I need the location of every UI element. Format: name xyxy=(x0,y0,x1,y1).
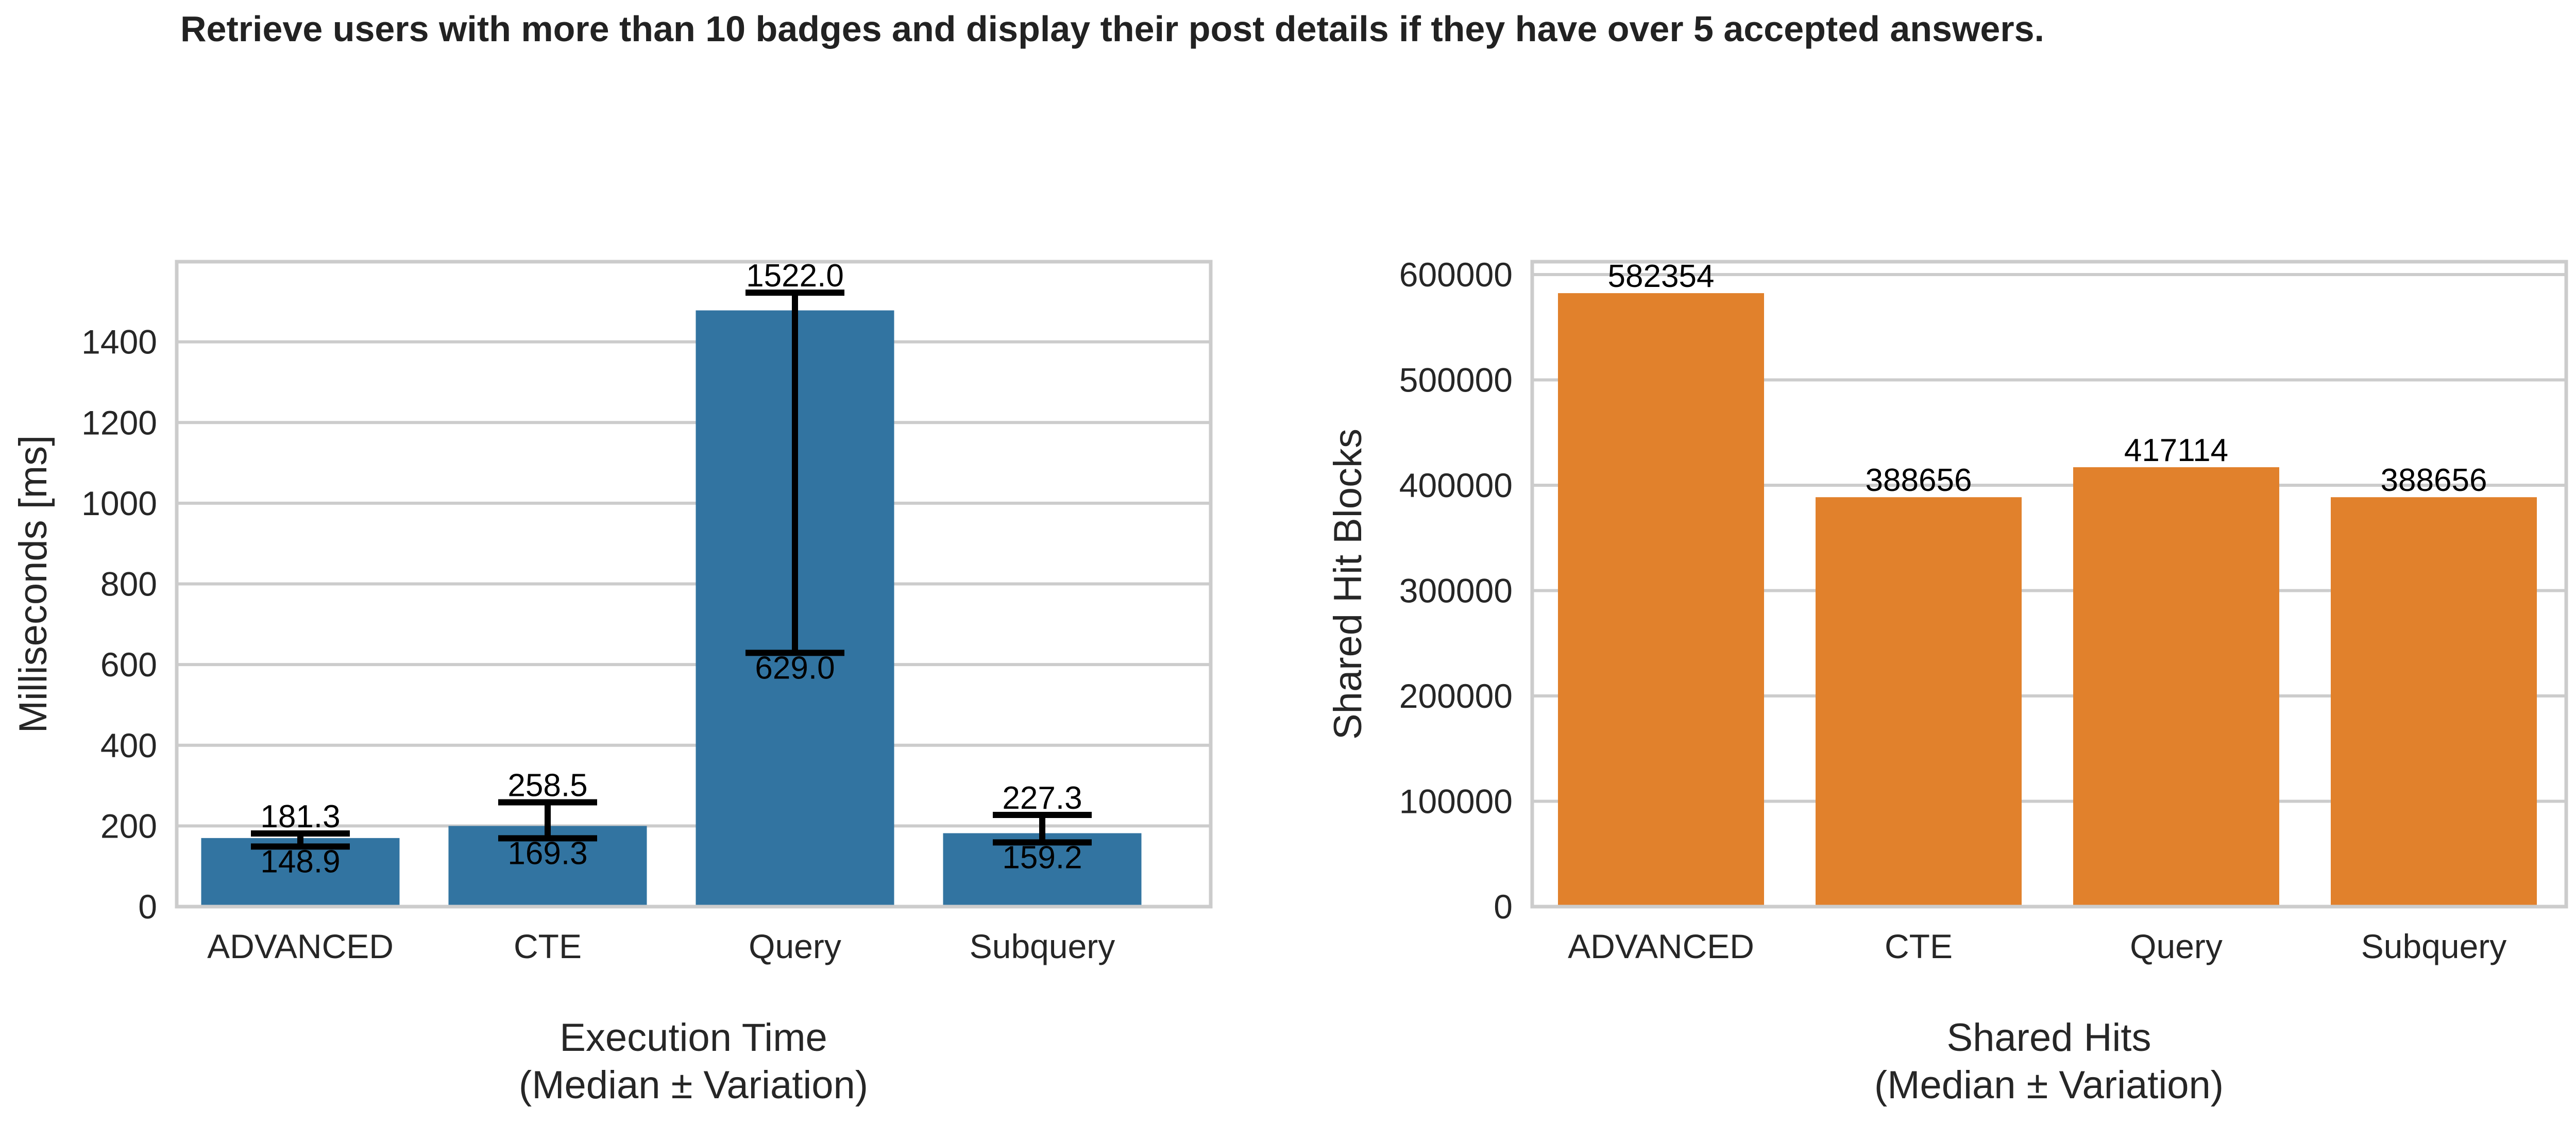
y-axis-label: Milliseconds [ms] xyxy=(11,435,55,734)
x-tick-labels: ADVANCED CTE Query Subquery xyxy=(1568,927,2506,965)
y-tick-label: 600000 xyxy=(1399,256,1513,294)
bars xyxy=(1558,293,2537,907)
value-label: 582354 xyxy=(1608,259,1715,294)
x-tick-label: Subquery xyxy=(970,927,1115,965)
y-tick-label: 200000 xyxy=(1399,677,1513,715)
error-high-label: 227.3 xyxy=(1002,780,1082,816)
y-tick-label: 500000 xyxy=(1399,361,1513,399)
y-tick-label: 1200 xyxy=(81,403,157,441)
x-tick-label: CTE xyxy=(514,927,582,965)
y-tick-label: 0 xyxy=(1494,888,1513,926)
y-tick-label: 0 xyxy=(138,888,157,926)
bar-subquery xyxy=(2331,497,2537,907)
y-tick-label: 800 xyxy=(100,565,157,603)
error-high-label: 258.5 xyxy=(507,768,587,804)
y-tick-label: 200 xyxy=(100,807,157,845)
y-tick-label: 1000 xyxy=(81,484,157,522)
error-low-label: 159.2 xyxy=(1002,840,1082,875)
bar-cte xyxy=(1816,497,2022,907)
x-tick-label: Query xyxy=(2130,927,2223,965)
value-label: 417114 xyxy=(2124,433,2228,468)
x-axis-label: Execution Time xyxy=(560,1016,827,1060)
y-tick-label: 400 xyxy=(100,726,157,764)
y-tick-label: 300000 xyxy=(1399,572,1513,610)
y-tick-label: 100000 xyxy=(1399,782,1513,821)
plot-frame xyxy=(175,260,1213,909)
error-high-label: 1522.0 xyxy=(746,258,844,294)
x-axis-sublabel: (Median ± Variation) xyxy=(1874,1063,2224,1107)
plot-frame xyxy=(1530,260,2568,909)
error-high-label: 181.3 xyxy=(260,799,340,835)
x-tick-label: CTE xyxy=(1885,927,1953,965)
x-axis-sublabel: (Median ± Variation) xyxy=(519,1063,868,1107)
x-tick-label: Query xyxy=(749,927,841,965)
y-tick-label: 1400 xyxy=(81,323,157,361)
value-label: 388656 xyxy=(1866,463,1972,498)
y-tick-label: 600 xyxy=(100,645,157,684)
y-tick-labels: 0 100000 200000 300000 400000 500000 600000 xyxy=(1399,256,1513,926)
y-axis-label: Shared Hit Blocks xyxy=(1326,429,1370,740)
x-tick-label: Subquery xyxy=(2361,927,2507,965)
y-tick-labels: 0 200 400 600 800 1000 1200 1400 xyxy=(81,323,157,926)
error-low-label: 629.0 xyxy=(755,650,835,686)
value-label: 388656 xyxy=(2381,463,2487,498)
chart-title: Retrieve users with more than 10 badges … xyxy=(180,9,2044,49)
x-tick-label: ADVANCED xyxy=(207,927,394,965)
x-axis-label: Shared Hits xyxy=(1946,1016,2151,1060)
data-labels: 582354 388656 417114 388656 xyxy=(1608,259,2487,498)
x-tick-label: ADVANCED xyxy=(1568,927,1754,965)
bars xyxy=(201,310,1142,907)
y-tick-label: 400000 xyxy=(1399,466,1513,504)
bar-query xyxy=(2073,467,2279,907)
x-tick-labels: ADVANCED CTE Query Subquery xyxy=(207,927,1115,965)
error-low-label: 148.9 xyxy=(260,844,340,879)
bar-advanced xyxy=(1558,293,1764,907)
error-low-label: 169.3 xyxy=(507,836,587,871)
execution-time-chart: 181.3 148.9 258.5 169.3 1522.0 629.0 227.3 159.… xyxy=(11,258,1213,1107)
error-bars xyxy=(251,289,1092,850)
gridlines xyxy=(177,340,1211,908)
shared-hits-chart: 582354 388656 417114 388656 0 100000 200000 30… xyxy=(1326,256,2568,1107)
data-labels: 181.3 148.9 258.5 169.3 1522.0 629.0 227.3 159.… xyxy=(260,258,1082,879)
